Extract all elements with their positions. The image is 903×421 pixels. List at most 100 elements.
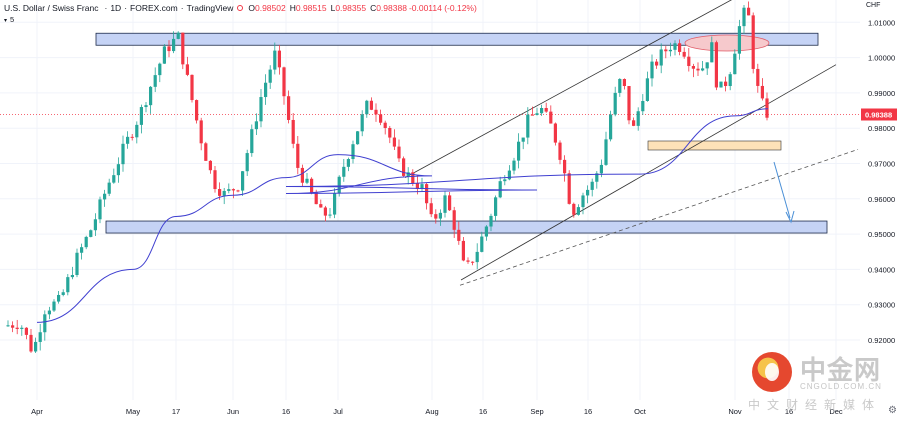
candle[interactable] xyxy=(747,1,751,16)
candle[interactable] xyxy=(98,196,102,224)
candle[interactable] xyxy=(705,62,709,75)
candle[interactable] xyxy=(604,131,608,166)
candle[interactable] xyxy=(687,48,691,72)
candle[interactable] xyxy=(540,104,544,116)
candle[interactable] xyxy=(429,197,433,218)
candle[interactable] xyxy=(149,86,153,114)
candle[interactable] xyxy=(645,71,649,102)
candle[interactable] xyxy=(724,76,728,92)
candle[interactable] xyxy=(20,325,24,336)
candle[interactable] xyxy=(737,19,741,60)
candle[interactable] xyxy=(57,291,61,304)
candle[interactable] xyxy=(43,310,47,341)
candle[interactable] xyxy=(190,74,194,103)
candle[interactable] xyxy=(204,141,208,161)
candle[interactable] xyxy=(213,166,217,193)
candle[interactable] xyxy=(24,327,28,340)
candle[interactable] xyxy=(126,131,130,149)
candle[interactable] xyxy=(268,65,272,89)
candle[interactable] xyxy=(346,157,350,172)
candle[interactable] xyxy=(535,107,539,116)
candle[interactable] xyxy=(609,110,613,142)
candle[interactable] xyxy=(590,178,594,197)
candle[interactable] xyxy=(287,90,291,124)
candle[interactable] xyxy=(185,56,189,77)
candle[interactable] xyxy=(558,140,562,165)
candle[interactable] xyxy=(231,188,235,199)
candle[interactable] xyxy=(650,54,654,87)
settings-gear-icon[interactable]: ⚙ xyxy=(888,405,897,416)
candle[interactable] xyxy=(80,243,84,260)
candle[interactable] xyxy=(691,63,695,78)
candle[interactable] xyxy=(471,261,475,266)
candle[interactable] xyxy=(489,213,493,232)
candle[interactable] xyxy=(121,135,125,172)
candle[interactable] xyxy=(103,189,107,207)
candle[interactable] xyxy=(250,124,254,157)
candle[interactable] xyxy=(710,36,714,63)
candle[interactable] xyxy=(66,274,70,296)
candle[interactable] xyxy=(760,78,764,101)
candle[interactable] xyxy=(38,323,42,351)
candle[interactable] xyxy=(581,192,585,215)
candle[interactable] xyxy=(457,221,461,245)
candle[interactable] xyxy=(29,328,33,353)
candle[interactable] xyxy=(34,337,38,354)
candle[interactable] xyxy=(641,94,645,116)
candle[interactable] xyxy=(227,183,231,194)
candle[interactable] xyxy=(241,170,245,196)
candle[interactable] xyxy=(236,189,240,193)
candle[interactable] xyxy=(678,39,682,56)
candle[interactable] xyxy=(682,47,686,59)
candle[interactable] xyxy=(434,209,438,224)
candle[interactable] xyxy=(452,206,456,238)
candle[interactable] xyxy=(402,156,406,178)
candle[interactable] xyxy=(438,209,442,226)
candle[interactable] xyxy=(751,12,755,74)
candle[interactable] xyxy=(195,99,199,124)
candle[interactable] xyxy=(420,177,424,192)
interval-label[interactable]: 1D xyxy=(110,3,122,13)
candle[interactable] xyxy=(374,103,378,122)
candle[interactable] xyxy=(765,92,769,121)
candle[interactable] xyxy=(107,178,111,197)
candle[interactable] xyxy=(75,248,79,278)
candle[interactable] xyxy=(360,110,364,137)
candle[interactable] xyxy=(61,289,65,297)
candle[interactable] xyxy=(572,202,576,218)
candle[interactable] xyxy=(595,171,599,189)
candle[interactable] xyxy=(93,213,97,236)
candle[interactable] xyxy=(443,190,447,218)
candle[interactable] xyxy=(291,113,295,149)
candle[interactable] xyxy=(162,44,166,64)
candle[interactable] xyxy=(356,131,360,145)
candle[interactable] xyxy=(480,231,484,253)
candle[interactable] xyxy=(6,320,10,327)
indicator-toggle[interactable]: ▾ 5 xyxy=(4,15,14,24)
candle[interactable] xyxy=(369,97,373,111)
candle[interactable] xyxy=(379,109,383,126)
candle[interactable] xyxy=(733,49,737,75)
candle[interactable] xyxy=(319,199,323,208)
candle[interactable] xyxy=(512,157,516,175)
candle[interactable] xyxy=(277,45,281,75)
candle[interactable] xyxy=(494,195,498,222)
candle[interactable] xyxy=(448,191,452,212)
candle[interactable] xyxy=(530,106,534,116)
candle[interactable] xyxy=(167,40,171,58)
candle[interactable] xyxy=(406,167,410,185)
candle[interactable] xyxy=(756,63,760,93)
candle[interactable] xyxy=(383,120,387,135)
candle[interactable] xyxy=(719,81,723,88)
candle[interactable] xyxy=(153,67,157,93)
candle[interactable] xyxy=(259,89,263,128)
candle[interactable] xyxy=(553,122,557,146)
candle[interactable] xyxy=(208,160,212,174)
candle[interactable] xyxy=(397,139,401,163)
candle[interactable] xyxy=(158,62,162,83)
candle[interactable] xyxy=(199,117,203,151)
candle[interactable] xyxy=(172,31,176,54)
candle[interactable] xyxy=(498,176,502,199)
candle[interactable] xyxy=(484,225,488,241)
symbol-name[interactable]: U.S. Dollar / Swiss Franc xyxy=(4,3,99,13)
